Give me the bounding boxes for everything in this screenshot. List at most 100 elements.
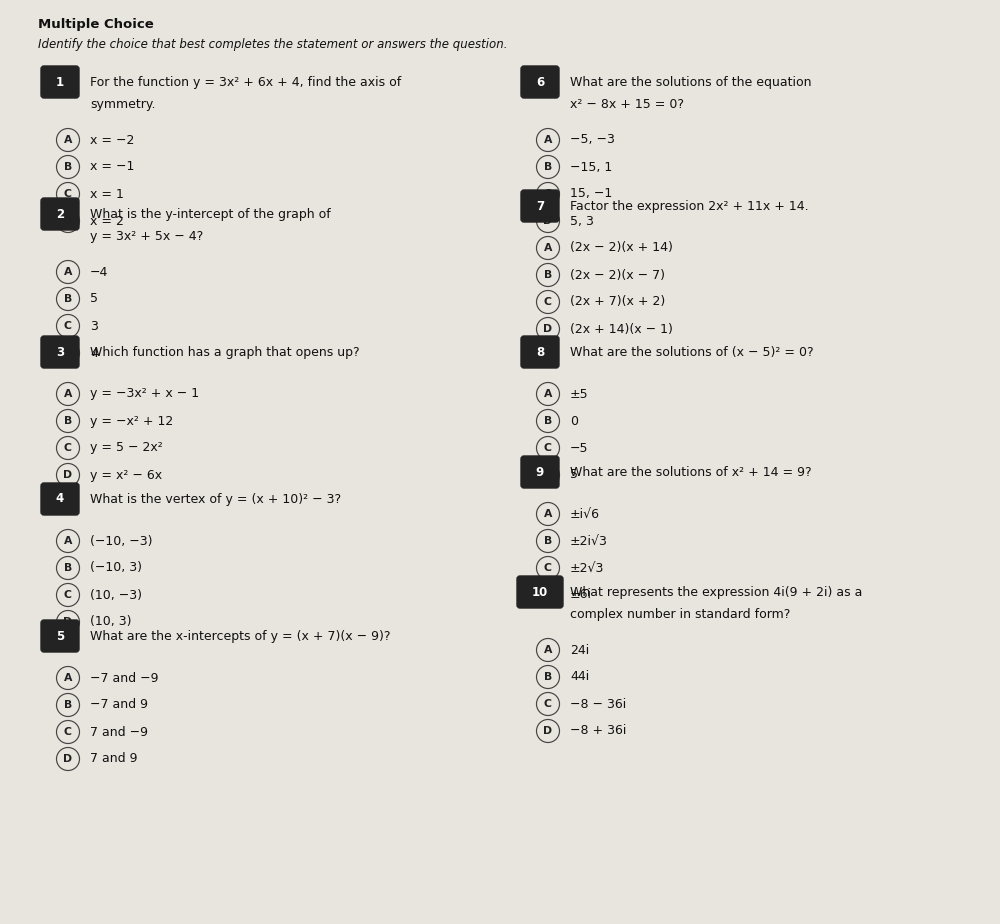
Text: −5, −3: −5, −3 [570, 133, 615, 147]
Text: B: B [64, 563, 72, 573]
Text: 24i: 24i [570, 643, 589, 656]
Text: A: A [544, 243, 552, 253]
Text: D: D [63, 216, 73, 226]
Text: C: C [64, 189, 72, 199]
Text: −15, 1: −15, 1 [570, 161, 612, 174]
Text: A: A [544, 509, 552, 519]
Text: D: D [543, 216, 553, 226]
Text: Which function has a graph that opens up?: Which function has a graph that opens up… [90, 346, 360, 359]
Text: 7 and −9: 7 and −9 [90, 725, 148, 738]
FancyBboxPatch shape [517, 576, 563, 608]
Text: C: C [544, 699, 552, 709]
Text: x² − 8x + 15 = 0?: x² − 8x + 15 = 0? [570, 98, 684, 111]
Text: −5: −5 [570, 442, 588, 455]
Text: x = −1: x = −1 [90, 161, 134, 174]
Text: What are the solutions of (x − 5)² = 0?: What are the solutions of (x − 5)² = 0? [570, 346, 814, 359]
Text: What are the x-intercepts of y = (x + 7)(x − 9)?: What are the x-intercepts of y = (x + 7)… [90, 630, 390, 643]
Text: C: C [64, 321, 72, 331]
Text: A: A [544, 389, 552, 399]
Text: ±2i√3: ±2i√3 [570, 534, 608, 548]
FancyBboxPatch shape [41, 620, 79, 652]
Text: 5: 5 [56, 629, 64, 642]
Text: C: C [544, 563, 552, 573]
Text: 8: 8 [536, 346, 544, 359]
FancyBboxPatch shape [41, 483, 79, 515]
Text: 4: 4 [56, 492, 64, 505]
Text: y = 5 − 2x²: y = 5 − 2x² [90, 442, 163, 455]
Text: −7 and 9: −7 and 9 [90, 699, 148, 711]
Text: A: A [64, 673, 72, 683]
Text: C: C [64, 590, 72, 600]
Text: Factor the expression 2x² + 11x + 14.: Factor the expression 2x² + 11x + 14. [570, 200, 809, 213]
Text: y = x² − 6x: y = x² − 6x [90, 468, 162, 481]
Text: 0: 0 [570, 415, 578, 428]
Text: A: A [64, 389, 72, 399]
Text: A: A [64, 536, 72, 546]
Text: What represents the expression 4i(9 + 2i) as a: What represents the expression 4i(9 + 2i… [570, 586, 862, 599]
Text: (−10, −3): (−10, −3) [90, 534, 152, 548]
FancyBboxPatch shape [521, 336, 559, 368]
Text: 5: 5 [570, 468, 578, 481]
Text: B: B [64, 700, 72, 710]
Text: (2x − 2)(x − 7): (2x − 2)(x − 7) [570, 269, 665, 282]
FancyBboxPatch shape [41, 336, 79, 368]
Text: A: A [544, 135, 552, 145]
Text: 15, −1: 15, −1 [570, 188, 612, 201]
Text: 4: 4 [90, 346, 98, 359]
Text: C: C [64, 443, 72, 453]
Text: C: C [64, 727, 72, 737]
Text: B: B [64, 162, 72, 172]
Text: (10, 3): (10, 3) [90, 615, 132, 628]
Text: For the function y = 3x² + 6x + 4, find the axis of: For the function y = 3x² + 6x + 4, find … [90, 76, 401, 89]
Text: ±6i: ±6i [570, 589, 592, 602]
Text: −7 and −9: −7 and −9 [90, 672, 158, 685]
Text: y = −x² + 12: y = −x² + 12 [90, 415, 173, 428]
Text: D: D [63, 754, 73, 764]
Text: 10: 10 [532, 586, 548, 599]
Text: Identify the choice that best completes the statement or answers the question.: Identify the choice that best completes … [38, 38, 508, 51]
Text: 2: 2 [56, 208, 64, 221]
Text: −4: −4 [90, 265, 108, 278]
Text: y = −3x² + x − 1: y = −3x² + x − 1 [90, 387, 199, 400]
Text: 7: 7 [536, 200, 544, 213]
Text: 7 and 9: 7 and 9 [90, 752, 138, 765]
Text: x = −2: x = −2 [90, 133, 134, 147]
Text: What are the solutions of the equation: What are the solutions of the equation [570, 76, 812, 89]
Text: B: B [64, 294, 72, 304]
Text: D: D [543, 324, 553, 334]
Text: C: C [544, 443, 552, 453]
Text: ±5: ±5 [570, 387, 589, 400]
Text: B: B [544, 270, 552, 280]
Text: B: B [544, 162, 552, 172]
Text: complex number in standard form?: complex number in standard form? [570, 608, 790, 621]
Text: A: A [64, 267, 72, 277]
Text: B: B [544, 672, 552, 682]
Text: (2x − 2)(x + 14): (2x − 2)(x + 14) [570, 241, 673, 254]
Text: (2x + 14)(x − 1): (2x + 14)(x − 1) [570, 322, 673, 335]
Text: 1: 1 [56, 76, 64, 89]
Text: What is the vertex of y = (x + 10)² − 3?: What is the vertex of y = (x + 10)² − 3? [90, 493, 341, 506]
Text: (−10, 3): (−10, 3) [90, 562, 142, 575]
Text: D: D [63, 617, 73, 627]
Text: 3: 3 [56, 346, 64, 359]
Text: A: A [64, 135, 72, 145]
Text: D: D [63, 348, 73, 358]
Text: D: D [63, 470, 73, 480]
Text: 44i: 44i [570, 671, 589, 684]
Text: B: B [544, 416, 552, 426]
Text: D: D [543, 726, 553, 736]
Text: x = 2: x = 2 [90, 214, 124, 227]
Text: (2x + 7)(x + 2): (2x + 7)(x + 2) [570, 296, 665, 309]
Text: 5, 3: 5, 3 [570, 214, 594, 227]
FancyBboxPatch shape [521, 66, 559, 98]
Text: What is the y-intercept of the graph of: What is the y-intercept of the graph of [90, 208, 331, 221]
Text: 9: 9 [536, 466, 544, 479]
Text: 6: 6 [536, 76, 544, 89]
Text: −8 − 36i: −8 − 36i [570, 698, 626, 711]
FancyBboxPatch shape [521, 190, 559, 222]
Text: (10, −3): (10, −3) [90, 589, 142, 602]
Text: ±i√6: ±i√6 [570, 507, 600, 520]
Text: C: C [544, 297, 552, 307]
Text: A: A [544, 645, 552, 655]
Text: symmetry.: symmetry. [90, 98, 156, 111]
